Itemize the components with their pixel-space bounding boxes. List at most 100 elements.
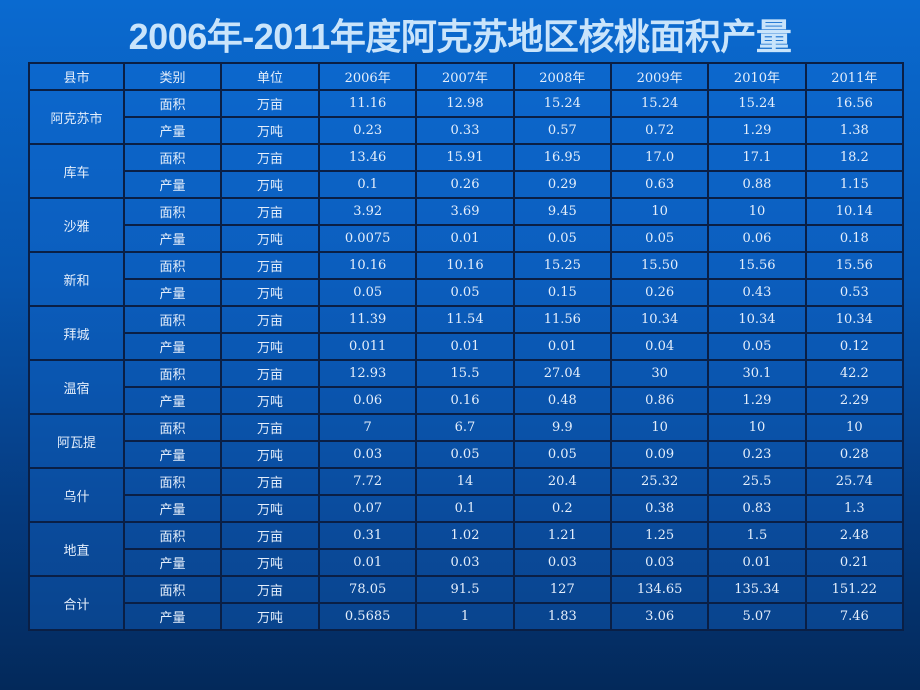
header-cell: 2010年	[707, 62, 807, 91]
category-cell: 产量	[123, 386, 222, 415]
value-cell: 11.16	[317, 89, 418, 118]
value-cell: 1.38	[804, 116, 905, 145]
value-cell: 10	[804, 413, 905, 442]
value-cell: 15.24	[609, 89, 710, 118]
unit-cell: 万吨	[220, 170, 320, 199]
unit-cell: 万吨	[220, 332, 320, 361]
value-cell: 3.92	[317, 197, 418, 226]
table-row: 地直 面积 万亩 0.31 1.02 1.21 1.25 1.5 2.48	[28, 521, 905, 577]
value-cell: 3.06	[609, 602, 710, 631]
table-row: 产量 万吨 0.23 0.33 0.57 0.72 1.29 1.38	[29, 116, 905, 145]
unit-cell: 万吨	[220, 278, 320, 307]
city-cell: 阿瓦提	[28, 413, 125, 469]
value-cell: 0.05	[707, 332, 807, 361]
value-cell: 1.3	[804, 494, 905, 523]
category-cell: 产量	[123, 278, 222, 307]
category-cell: 面积	[123, 251, 222, 280]
value-cell: 2.48	[804, 521, 905, 550]
unit-cell: 万亩	[220, 251, 320, 280]
category-cell: 产量	[123, 224, 222, 253]
value-cell: 30	[609, 359, 710, 388]
value-cell: 27.04	[512, 359, 612, 388]
value-cell: 0.26	[609, 278, 710, 307]
unit-cell: 万吨	[220, 548, 320, 577]
category-cell: 产量	[123, 440, 222, 469]
value-cell: 11.54	[415, 305, 515, 334]
unit-cell: 万亩	[220, 575, 320, 604]
table-row: 产量 万吨 0.011 0.01 0.01 0.04 0.05 0.12	[29, 332, 905, 361]
value-cell: 91.5	[415, 575, 515, 604]
table-row: 产量 万吨 0.01 0.03 0.03 0.03 0.01 0.21	[29, 548, 905, 577]
value-cell: 30.1	[707, 359, 807, 388]
value-cell: 1.02	[415, 521, 515, 550]
value-cell: 0.01	[317, 548, 418, 577]
value-cell: 1	[415, 602, 515, 631]
table-row: 乌什 面积 万亩 7.72 14 20.4 25.32 25.5 25.74	[28, 467, 905, 523]
table-row: 产量 万吨 0.05 0.05 0.15 0.26 0.43 0.53	[29, 278, 905, 307]
unit-cell: 万亩	[220, 521, 320, 550]
value-cell: 1.83	[512, 602, 612, 631]
city-cell: 沙雅	[28, 197, 125, 253]
value-cell: 0.03	[512, 548, 612, 577]
value-cell: 0.88	[707, 170, 807, 199]
value-cell: 10	[609, 413, 710, 442]
category-cell: 产量	[123, 494, 222, 523]
table-row: 库车 面积 万亩 13.46 15.91 16.95 17.0 17.1 18.2	[28, 143, 905, 199]
unit-cell: 万吨	[220, 386, 320, 415]
unit-cell: 万亩	[220, 89, 320, 118]
category-cell: 面积	[123, 521, 222, 550]
value-cell: 0.05	[415, 278, 515, 307]
header-cell: 2006年	[317, 62, 418, 91]
value-cell: 17.1	[707, 143, 807, 172]
value-cell: 0.03	[415, 548, 515, 577]
value-cell: 12.93	[317, 359, 418, 388]
unit-cell: 万吨	[220, 494, 320, 523]
city-cell: 温宿	[28, 359, 125, 415]
value-cell: 12.98	[415, 89, 515, 118]
header-row: 县市 类别 单位 2006年 2007年 2008年 2009年 2010年 2…	[28, 62, 905, 91]
value-cell: 16.95	[512, 143, 612, 172]
value-cell: 42.2	[804, 359, 905, 388]
city-cell: 新和	[28, 251, 125, 307]
value-cell: 10.14	[804, 197, 905, 226]
table-row: 温宿 面积 万亩 12.93 15.5 27.04 30 30.1 42.2	[28, 359, 905, 415]
category-cell: 面积	[123, 359, 222, 388]
category-cell: 面积	[123, 467, 222, 496]
value-cell: 78.05	[317, 575, 418, 604]
value-cell: 10	[707, 197, 807, 226]
table-row: 产量 万吨 0.07 0.1 0.2 0.38 0.83 1.3	[29, 494, 905, 523]
value-cell: 151.22	[804, 575, 905, 604]
unit-cell: 万亩	[220, 305, 320, 334]
city-cell: 阿克苏市	[28, 89, 125, 145]
value-cell: 10.16	[415, 251, 515, 280]
value-cell: 0.01	[512, 332, 612, 361]
value-cell: 0.09	[609, 440, 710, 469]
value-cell: 0.01	[415, 224, 515, 253]
category-cell: 产量	[123, 548, 222, 577]
value-cell: 0.48	[512, 386, 612, 415]
value-cell: 0.5685	[317, 602, 418, 631]
unit-cell: 万吨	[220, 440, 320, 469]
value-cell: 25.74	[804, 467, 905, 496]
table-row: 阿克苏市 面积 万亩 11.16 12.98 15.24 15.24 15.24 16.56	[28, 89, 905, 145]
category-cell: 面积	[123, 143, 222, 172]
value-cell: 7.46	[804, 602, 905, 631]
value-cell: 134.65	[609, 575, 710, 604]
value-cell: 25.32	[609, 467, 710, 496]
value-cell: 0.86	[609, 386, 710, 415]
value-cell: 0.0075	[317, 224, 418, 253]
value-cell: 1.21	[512, 521, 612, 550]
value-cell: 10.16	[317, 251, 418, 280]
value-cell: 0.72	[609, 116, 710, 145]
value-cell: 1.29	[707, 116, 807, 145]
header-cell: 类别	[123, 62, 222, 91]
value-cell: 20.4	[512, 467, 612, 496]
value-cell: 0.38	[609, 494, 710, 523]
value-cell: 15.24	[707, 89, 807, 118]
value-cell: 0.05	[512, 440, 612, 469]
value-cell: 0.05	[415, 440, 515, 469]
category-cell: 面积	[123, 413, 222, 442]
value-cell: 2.29	[804, 386, 905, 415]
value-cell: 0.16	[415, 386, 515, 415]
category-cell: 产量	[123, 116, 222, 145]
